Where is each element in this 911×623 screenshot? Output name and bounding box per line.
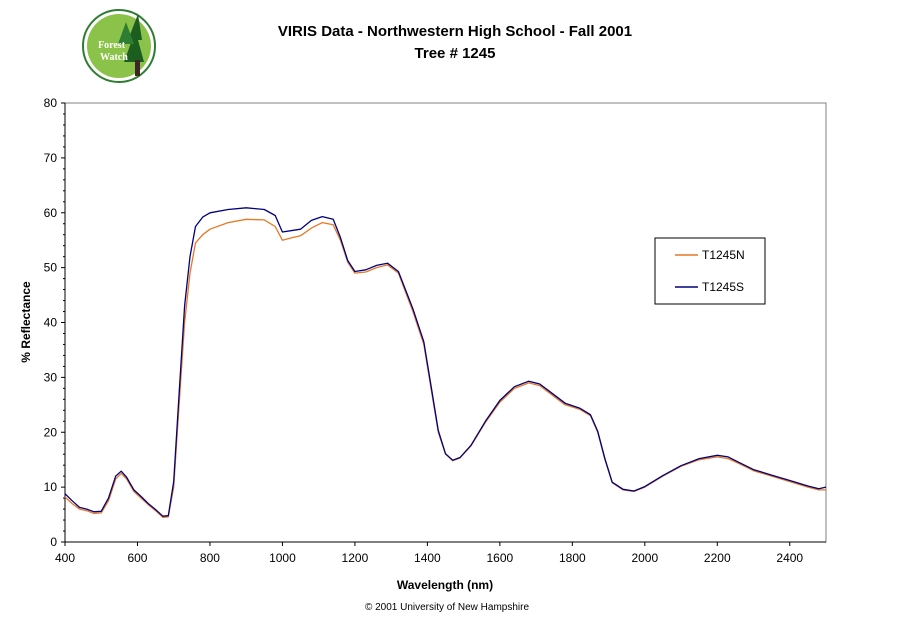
y-tick-label: 50 bbox=[44, 261, 58, 275]
tree-trunk-icon bbox=[135, 60, 140, 76]
legend: T1245N T1245S bbox=[654, 237, 766, 305]
y-tick-label: 30 bbox=[44, 370, 58, 384]
y-tick-label: 40 bbox=[44, 316, 58, 330]
x-tick-label: 1200 bbox=[342, 551, 369, 565]
y-tick-label: 80 bbox=[44, 96, 58, 110]
x-tick-label: 600 bbox=[127, 551, 147, 565]
legend-label-t1245n: T1245N bbox=[702, 248, 745, 262]
x-tick-label: 2000 bbox=[631, 551, 658, 565]
x-axis-ticks: 400 600 800 1000 1200 1400 1600 1800 2000 2200 240… bbox=[55, 542, 803, 565]
y-tick-label: 20 bbox=[44, 425, 58, 439]
x-tick-label: 800 bbox=[200, 551, 220, 565]
x-tick-label: 400 bbox=[55, 551, 75, 565]
x-axis-title: Wavelength (nm) bbox=[397, 578, 493, 592]
x-tick-label: 1000 bbox=[269, 551, 296, 565]
series-line-t1245s bbox=[64, 207, 827, 517]
x-tick-label: 1600 bbox=[487, 551, 514, 565]
x-tick-label: 2200 bbox=[704, 551, 731, 565]
legend-box bbox=[654, 237, 766, 305]
y-tick-label: 70 bbox=[44, 151, 58, 165]
x-tick-label: 1400 bbox=[414, 551, 441, 565]
forest-watch-logo: Forest Watch bbox=[82, 9, 156, 83]
y-tick-label: 60 bbox=[44, 206, 58, 220]
plot-area bbox=[64, 102, 827, 543]
y-axis-title: % Reflectance bbox=[19, 281, 33, 363]
y-axis-ticks: 0 10 20 30 40 50 60 70 80 bbox=[44, 96, 65, 549]
tree-icon bbox=[124, 14, 144, 62]
x-tick-label: 2400 bbox=[776, 551, 803, 565]
legend-label-t1245s: T1245S bbox=[702, 280, 744, 294]
y-tick-label: 0 bbox=[50, 535, 57, 549]
series-layer bbox=[64, 207, 827, 518]
chart-title: VIRIS Data - Northwestern High School - … bbox=[278, 23, 632, 40]
chart-subtitle: Tree # 1245 bbox=[415, 45, 496, 62]
tree-icon-small bbox=[118, 22, 134, 44]
logo-text-line2: Watch bbox=[100, 52, 128, 63]
x-tick-label: 1800 bbox=[559, 551, 586, 565]
copyright-footer: © 2001 University of New Hampshire bbox=[365, 602, 530, 613]
logo-text-line1: Forest bbox=[98, 40, 126, 51]
y-tick-label: 10 bbox=[44, 480, 58, 494]
